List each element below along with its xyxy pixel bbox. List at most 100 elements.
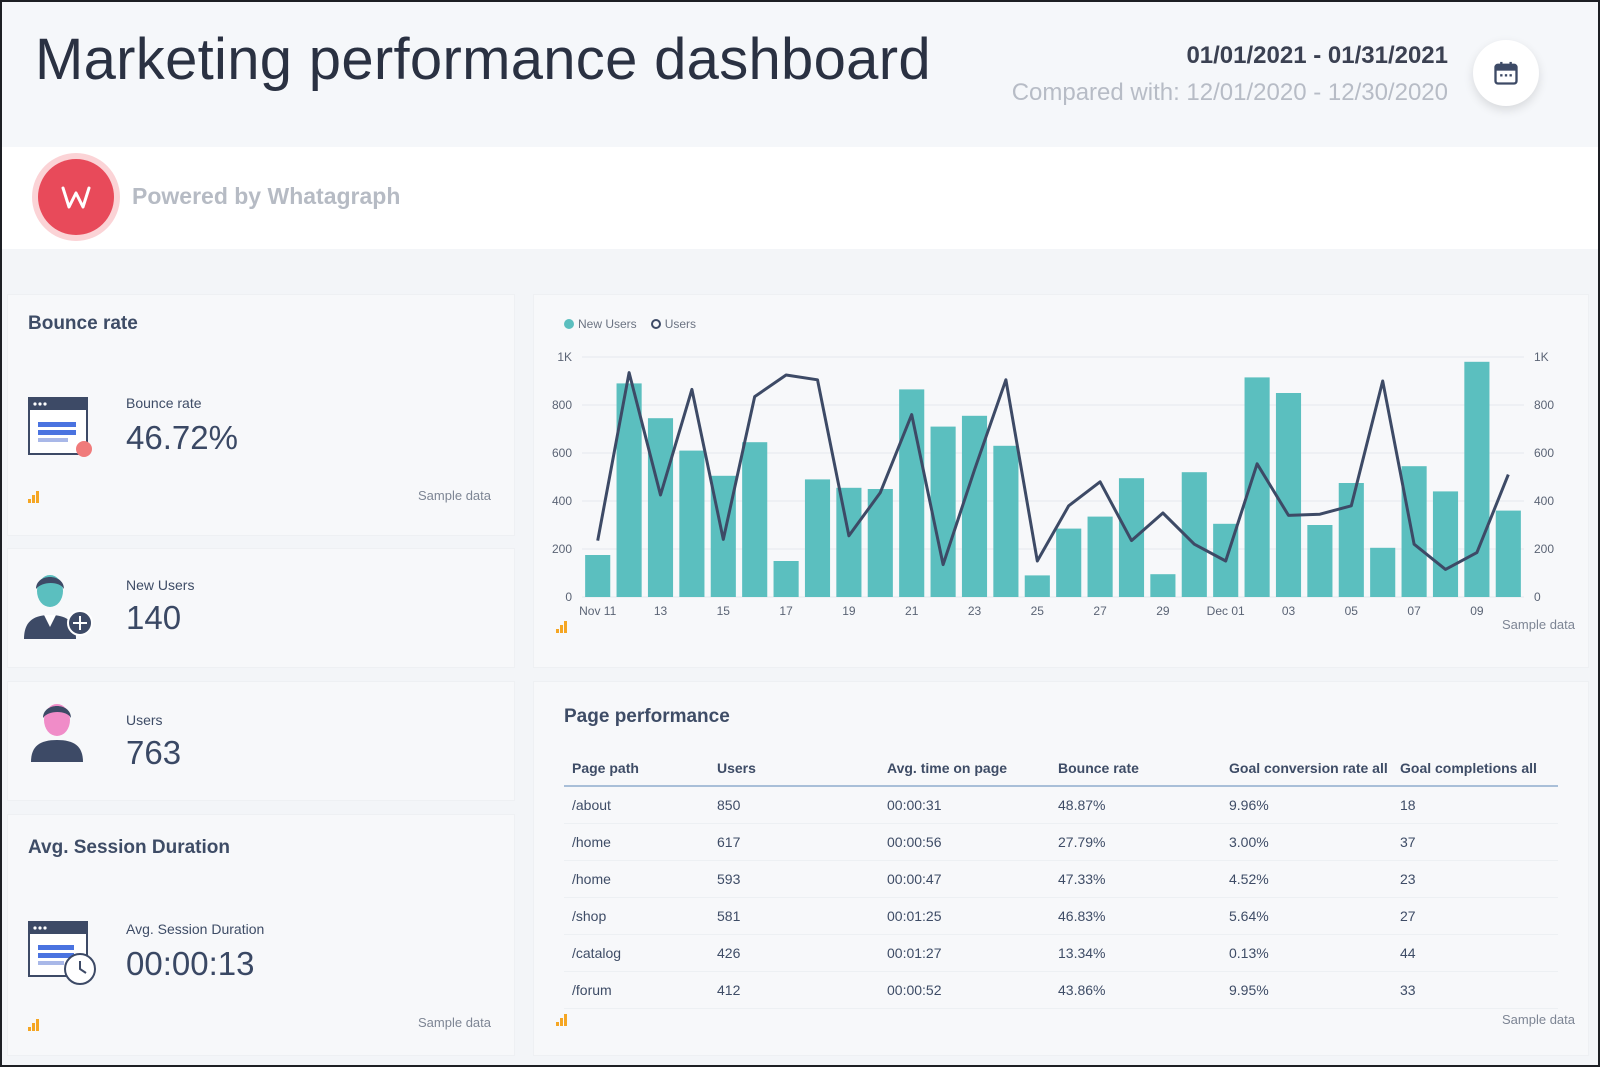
y-tick-label-left: 1K [557, 350, 572, 364]
column-header[interactable]: Avg. time on page [879, 750, 1050, 787]
y-tick-label-right: 200 [1534, 542, 1554, 556]
column-header[interactable]: Goal conversion rate all [1221, 750, 1392, 787]
table-cell: 0.13% [1221, 934, 1392, 972]
compared-with: Compared with: 12/01/2020 - 12/30/2020 [1011, 79, 1448, 106]
bar [1150, 574, 1176, 597]
legend-new-users[interactable]: New Users [564, 317, 637, 331]
browser-clock-icon [28, 921, 96, 985]
table-cell: /home [564, 823, 709, 861]
bar [679, 450, 705, 597]
y-tick-label-right: 400 [1534, 494, 1554, 508]
page-title: Marketing performance dashboard [35, 27, 931, 92]
table-cell: 3.00% [1221, 823, 1392, 861]
table-cell: /about [564, 786, 709, 824]
table-cell: 47.33% [1050, 860, 1221, 898]
table-row: /shop 581 00:01:25 46.83% 5.64% 27 [564, 897, 1558, 935]
table-cell: 4.52% [1221, 860, 1392, 898]
page-performance-card: Page performance Page path Users Avg. ti… [534, 682, 1588, 1055]
table-cell: 27.79% [1050, 823, 1221, 861]
avg-session-value: 00:00:13 [126, 945, 255, 982]
bar [1307, 525, 1333, 597]
users-card: Users 763 [8, 682, 514, 800]
bounce-rate-value: 46.72% [126, 419, 238, 456]
table-cell: 00:00:56 [879, 823, 1050, 861]
bounce-rate-card: Bounce rate Bounce rate 46.72% Sample da… [8, 295, 514, 535]
table-row: /home 617 00:00:56 27.79% 3.00% 37 [564, 823, 1558, 861]
x-tick-label: 07 [1407, 604, 1421, 618]
table-cell: 27 [1392, 897, 1558, 935]
table-cell: 412 [709, 971, 879, 1009]
table-cell: 00:01:25 [879, 897, 1050, 935]
page-performance-table: Page path Users Avg. time on page Bounce… [564, 750, 1558, 1009]
column-header[interactable]: Users [709, 750, 879, 787]
bar [836, 487, 862, 597]
table-cell: 43.86% [1050, 971, 1221, 1009]
new-users-label: New Users [126, 577, 195, 593]
table-header-row: Page path Users Avg. time on page Bounce… [564, 750, 1558, 787]
x-tick-label: 19 [842, 604, 856, 618]
users-chart-card: New Users Users 0 0 200 200 400 400 600 600 800 8… [534, 295, 1588, 667]
bar [930, 426, 956, 597]
bar [1370, 547, 1396, 597]
bar [1464, 361, 1490, 597]
card-title: Bounce rate [28, 313, 138, 334]
bar-chart-icon [556, 1014, 570, 1026]
legend-users[interactable]: Users [650, 317, 696, 331]
table-cell: 9.95% [1221, 971, 1392, 1009]
x-tick-label: 29 [1156, 604, 1170, 618]
column-header[interactable]: Bounce rate [1050, 750, 1221, 787]
series-line-users [596, 371, 1510, 571]
bar [1432, 491, 1459, 597]
y-tick-label-left: 200 [552, 542, 572, 556]
column-header[interactable]: Goal completions all [1392, 750, 1558, 787]
powered-by-label: Powered by Whatagraph [132, 183, 401, 209]
x-tick-label: 13 [654, 604, 668, 618]
users-chart: 0 0 200 200 400 400 600 600 800 800 1K 1K Nov 11 13 15… [552, 350, 1554, 618]
x-tick-label: 25 [1031, 604, 1045, 618]
bar [804, 479, 831, 597]
y-tick-label-right: 0 [1534, 590, 1541, 604]
bar [647, 418, 674, 597]
chart-legend: New Users Users [564, 317, 696, 331]
bar-chart-icon [28, 1019, 42, 1031]
x-tick-label: 23 [968, 604, 982, 618]
table-cell: 48.87% [1050, 786, 1221, 824]
column-header[interactable]: Page path [564, 750, 709, 787]
x-tick-label: 03 [1282, 604, 1296, 618]
x-tick-label: 21 [905, 604, 919, 618]
table-cell: 5.64% [1221, 897, 1392, 935]
y-tick-label-left: 600 [552, 446, 572, 460]
bar [993, 445, 1019, 597]
table-cell: 00:00:47 [879, 860, 1050, 898]
bar [1275, 393, 1302, 597]
avg-session-card: Avg. Session Duration Avg. Session Durat… [8, 815, 514, 1055]
table-cell: 33 [1392, 971, 1558, 1009]
date-range: 01/01/2021 - 01/31/2021 [1186, 42, 1448, 69]
x-tick-label: 09 [1470, 604, 1484, 618]
legend-swatch-users [650, 319, 661, 329]
users-value: 763 [126, 734, 182, 771]
y-tick-label-right: 800 [1534, 398, 1554, 412]
x-tick-label: Nov 11 [579, 604, 616, 618]
date-picker-button[interactable] [1473, 40, 1539, 106]
bar [585, 555, 611, 597]
x-tick-label: Dec 01 [1207, 604, 1245, 618]
table-row: /forum 412 00:00:52 43.86% 9.95% 33 [564, 971, 1558, 1009]
table-cell: 9.96% [1221, 786, 1392, 824]
table-cell: /shop [564, 897, 709, 935]
avg-session-label: Avg. Session Duration [126, 921, 265, 937]
table-row: /catalog 426 00:01:27 13.34% 0.13% 44 [564, 934, 1558, 972]
table-cell: 13.34% [1050, 934, 1221, 972]
table-cell: 426 [709, 934, 879, 972]
calendar-icon [1494, 61, 1518, 85]
table-row: /about 850 00:00:31 48.87% 9.96% 18 [564, 786, 1558, 824]
sample-data-label: Sample data [418, 1015, 491, 1030]
table-cell: 46.83% [1050, 897, 1221, 935]
x-tick-label: 05 [1345, 604, 1359, 618]
table-cell: 44 [1392, 934, 1558, 972]
bar [1401, 466, 1427, 597]
table-cell: /catalog [564, 934, 709, 972]
sample-data-label: Sample data [418, 488, 491, 503]
bar [1056, 528, 1082, 597]
bar [867, 489, 893, 597]
